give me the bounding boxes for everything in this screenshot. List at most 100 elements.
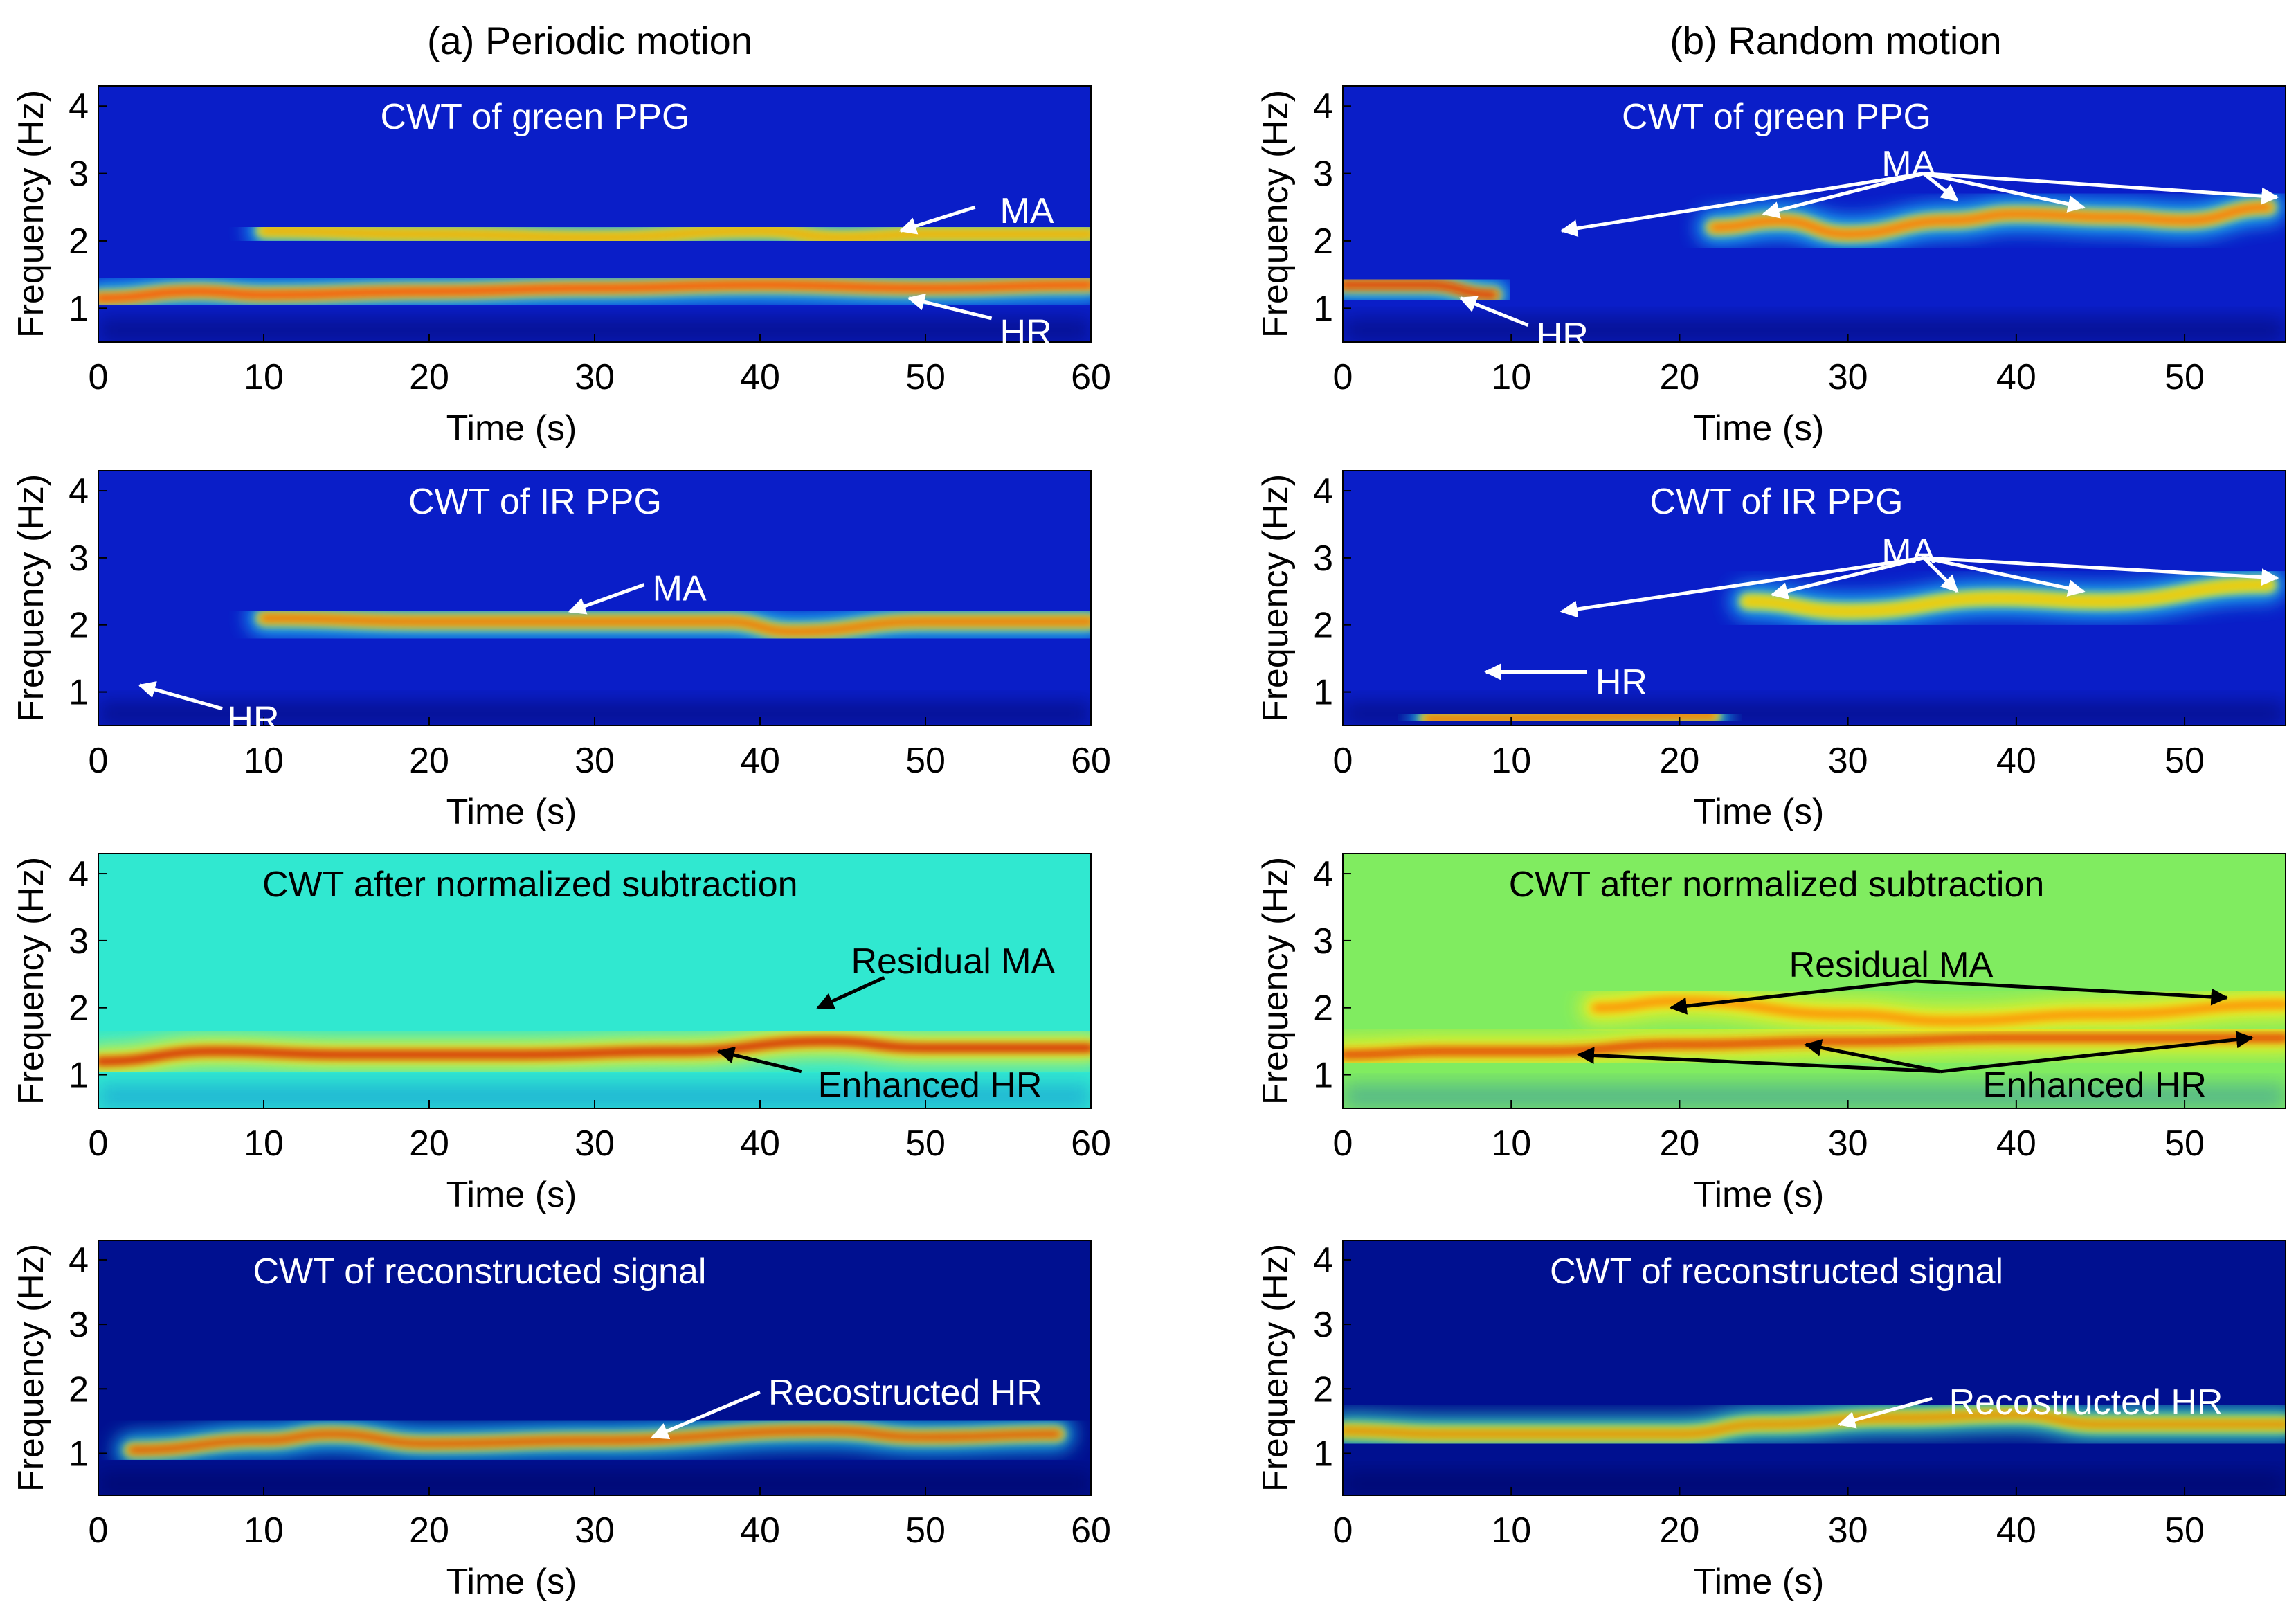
- y-tick-label: 4: [1313, 87, 1333, 127]
- band-hr: [1343, 1034, 2286, 1059]
- annotation-label: HR: [1537, 316, 1589, 356]
- y-axis-label: Frequency (Hz): [1256, 857, 1296, 1105]
- plot-area-a1: [98, 86, 1091, 342]
- low-frequency-shade: [1343, 1472, 2286, 1495]
- low-frequency-shade: [1343, 318, 2286, 342]
- x-tick-label: 40: [740, 741, 780, 781]
- x-tick-label: 50: [2164, 1124, 2205, 1164]
- band-ma: [260, 614, 1091, 635]
- annotation-label: Enhanced HR: [1982, 1065, 2207, 1106]
- annotation-arrow: [1762, 172, 1924, 219]
- x-tick-label: 0: [1333, 1124, 1353, 1164]
- y-axis-label: Frequency (Hz): [1256, 474, 1296, 722]
- y-tick-label: 2: [1313, 989, 1333, 1029]
- plot-area-b1: [1343, 86, 2286, 342]
- x-tick-label: 50: [905, 1510, 946, 1551]
- annotation-arrow: [816, 975, 885, 1010]
- panel-title: CWT of IR PPG: [1650, 482, 1904, 522]
- y-tick-label: 4: [69, 471, 89, 512]
- annotation-arrow: [1915, 979, 2229, 1006]
- annotation-arrow: [1940, 1031, 2254, 1074]
- annotation-label: MA: [653, 568, 707, 608]
- x-tick-label: 30: [575, 357, 615, 397]
- annotation-arrow: [716, 1046, 802, 1074]
- y-tick-label: 3: [1313, 539, 1333, 579]
- band-recostructed-hr: [1343, 1411, 2286, 1438]
- annotation-arrow: [1560, 172, 1924, 237]
- x-tick-label: 10: [1491, 1124, 1531, 1164]
- band-recostructed-hr: [127, 1427, 1062, 1454]
- y-tick-label: 3: [1313, 154, 1333, 195]
- x-tick-label: 10: [244, 357, 284, 397]
- x-tick-label: 50: [2164, 1510, 2205, 1551]
- y-tick-label: 3: [1313, 921, 1333, 962]
- y-tick-label: 1: [1313, 673, 1333, 713]
- axes-frame: [1342, 1240, 2286, 1496]
- y-axis-label: Frequency (Hz): [1256, 1244, 1296, 1492]
- y-tick-label: 1: [1313, 1434, 1333, 1474]
- x-tick-label: 0: [1333, 1510, 1353, 1551]
- annotation-label: Recostructed HR: [768, 1373, 1042, 1413]
- annotation-arrow: [1804, 1039, 1941, 1074]
- x-tick-label: 0: [1333, 741, 1353, 781]
- annotation-arrow: [138, 681, 223, 711]
- x-tick-label: 30: [1828, 741, 1868, 781]
- annotation-label: Residual MA: [851, 941, 1055, 982]
- x-tick-label: 20: [409, 1510, 449, 1551]
- annotation-label: Recostructed HR: [1949, 1382, 2223, 1423]
- annotation-label: HR: [1000, 312, 1052, 352]
- annotation-label: HR: [1596, 662, 1647, 703]
- y-tick-label: 1: [69, 289, 89, 329]
- right-column-title: (b) Random motion: [1670, 19, 2001, 62]
- annotation-arrow: [1458, 296, 1529, 327]
- x-tick-label: 30: [1828, 357, 1868, 397]
- x-axis-label: Time (s): [1694, 1562, 1825, 1602]
- x-tick-label: 50: [905, 357, 946, 397]
- x-tick-label: 50: [2164, 741, 2205, 781]
- x-tick-label: 40: [1996, 357, 2036, 397]
- y-tick-label: 3: [69, 539, 89, 579]
- panel-title: CWT of reconstructed signal: [253, 1252, 706, 1292]
- annotation-arrow: [1669, 979, 1916, 1015]
- annotation-arrow: [1560, 556, 1924, 618]
- y-axis-label: Frequency (Hz): [1256, 90, 1296, 338]
- x-tick-label: 20: [1660, 1510, 1700, 1551]
- x-axis-label: Time (s): [1694, 792, 1825, 832]
- x-tick-label: 30: [1828, 1124, 1868, 1164]
- x-tick-label: 50: [905, 1124, 946, 1164]
- x-tick-label: 20: [409, 357, 449, 397]
- x-axis-label: Time (s): [446, 1562, 577, 1602]
- y-tick-label: 4: [1313, 854, 1333, 894]
- annotation-arrow: [1922, 172, 1959, 202]
- band-ma: [1743, 581, 2273, 615]
- y-tick-label: 2: [1313, 606, 1333, 646]
- y-tick-label: 1: [1313, 289, 1333, 329]
- annotation-arrow: [651, 1390, 761, 1439]
- annotation-arrow: [1922, 557, 1959, 593]
- annotation-label: Residual MA: [1789, 945, 1994, 985]
- panel-title: CWT of reconstructed signal: [1550, 1252, 2003, 1292]
- x-axis-label: Time (s): [446, 1175, 577, 1215]
- annotation-arrow: [1838, 1396, 1933, 1429]
- annotation-arrow: [898, 205, 976, 235]
- plot-area-a2: [98, 471, 1091, 725]
- x-tick-label: 0: [89, 1510, 109, 1551]
- y-tick-label: 4: [69, 854, 89, 894]
- x-tick-label: 0: [1333, 357, 1353, 397]
- y-axis-label: Frequency (Hz): [11, 90, 51, 338]
- x-tick-label: 10: [1491, 741, 1531, 781]
- x-tick-label: 10: [244, 1510, 284, 1551]
- x-tick-label: 60: [1071, 357, 1111, 397]
- y-tick-label: 3: [69, 921, 89, 962]
- x-axis-label: Time (s): [1694, 1175, 1825, 1215]
- x-tick-label: 40: [740, 1510, 780, 1551]
- x-tick-label: 30: [575, 1510, 615, 1551]
- x-tick-label: 50: [2164, 357, 2205, 397]
- y-tick-label: 2: [1313, 222, 1333, 262]
- plot-area-b2: [1343, 471, 2286, 725]
- x-tick-label: 60: [1071, 1124, 1111, 1164]
- axes-frame: [1342, 853, 2286, 1109]
- y-tick-label: 3: [1313, 1305, 1333, 1345]
